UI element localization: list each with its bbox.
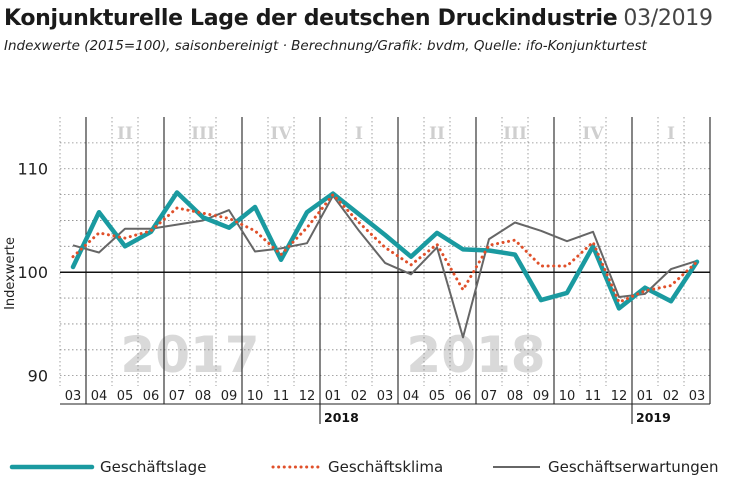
x-tick-label: 03 [65,389,82,404]
series-line-1 [71,192,699,305]
x-tick-label: 01 [325,389,342,404]
series-line-0 [70,190,700,311]
x-tick-label: 06 [455,389,472,404]
y-axis-label: Indexwerte [3,237,18,310]
x-tick-label: 12 [611,389,628,404]
y-tick-label: 100 [17,263,48,282]
x-tick-label: 02 [663,389,680,404]
chart-title-date: 03/2019 [623,6,713,31]
y-tick-label: 90 [28,367,48,386]
x-tick-label: 04 [403,389,420,404]
series-line-2 [72,194,698,339]
legend-label-0: Geschäftslage [100,458,206,476]
x-tick-label: 05 [117,389,134,404]
x-tick-label: 09 [533,389,550,404]
chart-title-text: Konjunkturelle Lage der deutschen Drucki… [4,6,618,31]
x-tick-label: 04 [91,389,108,404]
x-tick-label: 01 [637,389,654,404]
x-tick-label: 06 [143,389,160,404]
x-tick-label: 05 [429,389,446,404]
quarter-label-6: IV [582,124,604,144]
quarter-label-4: II [429,124,445,144]
quarter-label-7: I [667,124,675,144]
chart-title: Konjunkturelle Lage der deutschen Drucki… [4,6,713,31]
year-label-0: 2018 [324,410,359,425]
year-label-1: 2019 [636,410,671,425]
x-tick-label: 10 [247,389,264,404]
chart-subtitle: Indexwerte (2015=100), saisonbereinigt ·… [4,38,647,54]
x-tick-label: 11 [585,389,602,404]
x-tick-label: 08 [195,389,212,404]
quarter-label-1: III [191,124,215,144]
x-tick-label: 03 [377,389,394,404]
quarter-label-2: IV [270,124,292,144]
x-tick-label: 02 [351,389,368,404]
x-tick-label: 07 [481,389,498,404]
quarter-label-0: II [117,124,133,144]
quarter-label-3: I [355,124,363,144]
legend-label-1: Geschäftsklima [328,458,443,476]
x-tick-label: 09 [221,389,238,404]
x-tick-label: 12 [299,389,316,404]
x-tick-label: 03 [689,389,706,404]
x-tick-label: 11 [273,389,290,404]
x-tick-label: 08 [507,389,524,404]
y-tick-label: 110 [17,160,48,179]
x-tick-label: 07 [169,389,186,404]
x-tick-label: 10 [559,389,576,404]
legend-label-2: Geschäftserwartungen [548,458,719,476]
quarter-label-5: III [503,124,527,144]
